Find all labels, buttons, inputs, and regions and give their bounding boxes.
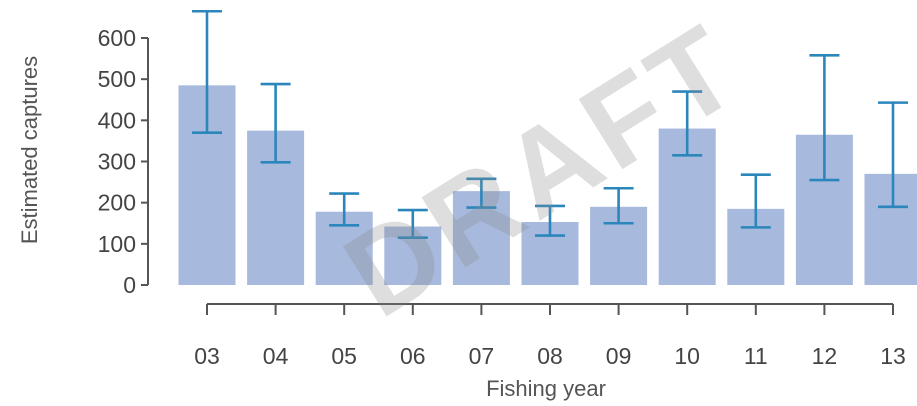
x-tick-label: 09 [606, 343, 632, 369]
y-tick-label: 200 [98, 190, 136, 216]
y-tick-label: 400 [98, 107, 136, 133]
x-tick-label: 05 [331, 343, 357, 369]
error-bar-06 [397, 208, 428, 239]
error-bar-04 [260, 82, 291, 164]
x-tick-label: 07 [469, 343, 495, 369]
x-tick-label: 13 [880, 343, 906, 369]
x-axis-title: Fishing year [486, 376, 606, 401]
error-bar-07 [466, 177, 497, 209]
y-tick-label: 0 [123, 272, 136, 298]
x-tick-label: 08 [537, 343, 563, 369]
x-tick-label: 11 [744, 343, 768, 369]
y-tick-label: 500 [98, 66, 136, 92]
y-axis-title: Estimated captures [17, 56, 42, 244]
y-tick-label: 600 [98, 25, 136, 51]
error-bar-05 [329, 192, 360, 227]
error-bar-03 [192, 9, 222, 134]
y-tick-label: 100 [98, 231, 136, 257]
error-bars-layer [192, 9, 908, 239]
error-bar-08 [535, 204, 565, 237]
error-bar-10 [672, 90, 703, 157]
error-bar-09 [603, 186, 634, 225]
y-tick-label: 300 [98, 149, 136, 175]
x-tick-label: 06 [400, 343, 426, 369]
bar-13 [864, 173, 917, 285]
error-bar-12 [809, 53, 840, 182]
x-tick-label: 04 [263, 343, 289, 369]
bars-layer [178, 85, 917, 285]
x-tick-label: 03 [194, 343, 220, 369]
x-tick-label: 12 [812, 343, 838, 369]
y-axis: 0 100 200 300 400 500 600 [98, 25, 149, 298]
error-bar-13 [878, 101, 908, 209]
x-tick-label: 10 [674, 343, 700, 369]
error-bar-11 [740, 173, 771, 229]
x-axis: 03 04 05 06 07 08 09 10 11 12 13 [194, 303, 906, 369]
